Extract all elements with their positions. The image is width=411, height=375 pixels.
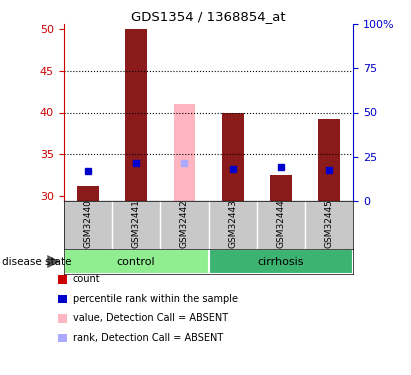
Bar [222,112,244,201]
Title: GDS1354 / 1368854_at: GDS1354 / 1368854_at [131,10,286,23]
Text: GSM32445: GSM32445 [325,200,334,249]
Text: disease state: disease state [2,256,72,267]
Text: rank, Detection Call = ABSENT: rank, Detection Call = ABSENT [73,333,223,343]
Text: GSM32440: GSM32440 [83,200,92,249]
Bar [64,249,208,274]
Text: value, Detection Call = ABSENT: value, Detection Call = ABSENT [73,314,228,323]
Bar [173,104,195,201]
Text: GSM32444: GSM32444 [277,200,286,248]
Polygon shape [47,255,60,268]
Bar [209,249,353,274]
Bar [319,119,340,201]
Text: GSM32441: GSM32441 [132,200,141,249]
Text: GSM32443: GSM32443 [228,200,237,249]
Bar [125,28,147,201]
Bar [270,176,292,201]
Text: count: count [73,274,100,284]
Text: GSM32442: GSM32442 [180,200,189,248]
Text: control: control [117,256,155,267]
Bar [77,186,99,201]
Text: percentile rank within the sample: percentile rank within the sample [73,294,238,304]
Text: cirrhosis: cirrhosis [258,256,304,267]
